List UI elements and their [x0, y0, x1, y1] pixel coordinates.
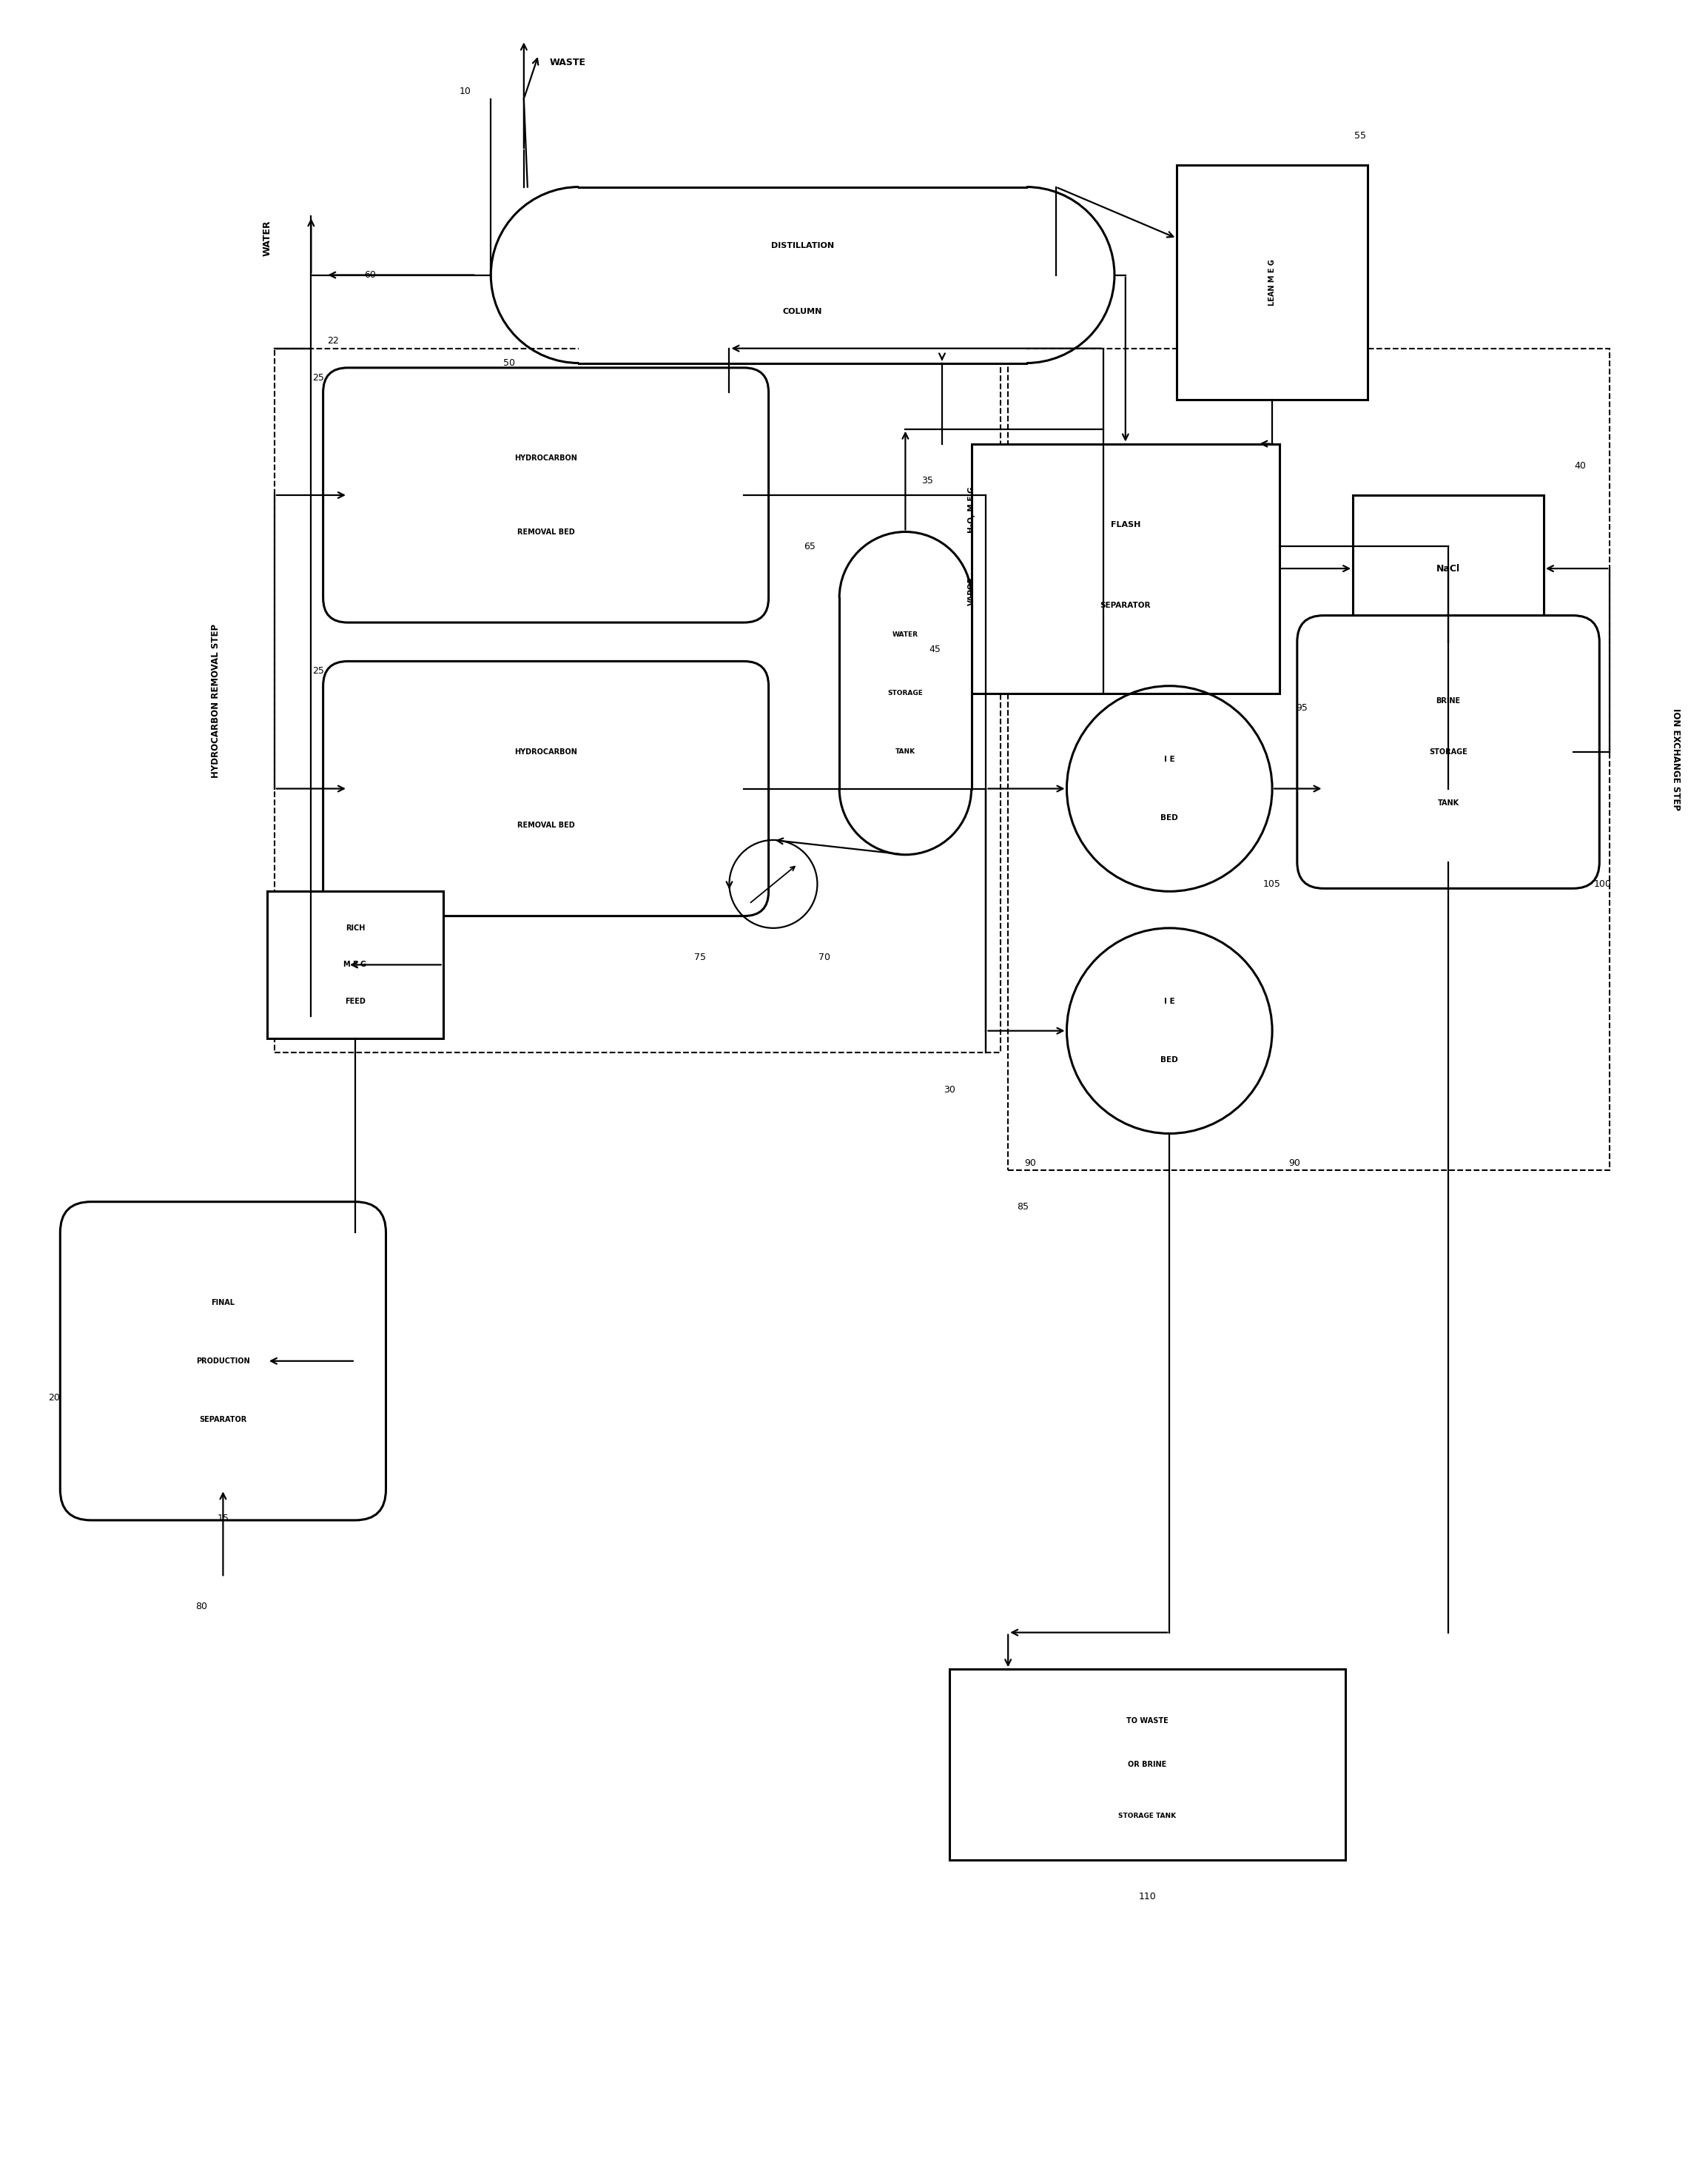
Text: 10: 10 — [459, 87, 471, 96]
FancyBboxPatch shape — [1296, 614, 1599, 889]
Text: WATER: WATER — [892, 632, 919, 638]
Text: ION EXCHANGE STEP: ION EXCHANGE STEP — [1670, 708, 1681, 811]
Text: 75: 75 — [693, 952, 705, 963]
Text: TANK: TANK — [1438, 800, 1459, 806]
Text: HYDROCARBON REMOVAL STEP: HYDROCARBON REMOVAL STEP — [210, 623, 220, 778]
Bar — [1177, 166, 1368, 399]
Text: STORAGE: STORAGE — [888, 691, 922, 697]
Text: REMOVAL BED: REMOVAL BED — [518, 527, 574, 536]
Text: 60: 60 — [364, 270, 376, 279]
Text: HYDROCARBON: HYDROCARBON — [514, 455, 577, 462]
Text: 35: 35 — [922, 475, 933, 486]
Text: 100: 100 — [1594, 880, 1611, 889]
Text: REMOVAL BED: REMOVAL BED — [518, 821, 574, 828]
Text: I E: I E — [1165, 998, 1175, 1005]
Text: STORAGE: STORAGE — [1430, 747, 1467, 756]
Text: STORAGE TANK: STORAGE TANK — [1119, 1813, 1177, 1819]
Text: COLUMN: COLUMN — [782, 307, 822, 316]
Text: WATER: WATER — [263, 220, 272, 257]
FancyBboxPatch shape — [323, 660, 769, 915]
Bar — [266, 891, 442, 1037]
Text: 110: 110 — [1139, 1891, 1156, 1902]
Text: HYDROCARBON: HYDROCARBON — [514, 747, 577, 756]
Text: 22: 22 — [328, 336, 338, 346]
Text: 90: 90 — [1288, 1157, 1300, 1168]
Text: BED: BED — [1161, 815, 1179, 821]
Text: PRODUCTION: PRODUCTION — [196, 1358, 249, 1364]
Text: I E: I E — [1165, 756, 1175, 763]
Text: 20: 20 — [48, 1392, 60, 1403]
Text: M E G: M E G — [343, 961, 367, 967]
Text: BRINE: BRINE — [1436, 697, 1460, 704]
Text: 55: 55 — [1354, 131, 1366, 139]
Bar — [972, 445, 1279, 693]
Text: 70: 70 — [818, 952, 830, 963]
Bar — [579, 187, 1027, 364]
Text: 45: 45 — [929, 645, 941, 654]
Text: 50: 50 — [504, 357, 516, 368]
Text: FEED: FEED — [345, 998, 366, 1005]
FancyBboxPatch shape — [60, 1203, 386, 1521]
Text: 30: 30 — [943, 1085, 955, 1094]
Bar — [275, 349, 1001, 1052]
Text: 65: 65 — [804, 543, 816, 551]
Bar — [839, 597, 972, 789]
Text: 105: 105 — [1264, 880, 1281, 889]
Text: 25: 25 — [313, 373, 325, 384]
Text: OR BRINE: OR BRINE — [1129, 1761, 1167, 1769]
Text: 25: 25 — [313, 667, 325, 675]
Bar — [1353, 495, 1544, 643]
Text: RICH: RICH — [345, 924, 366, 933]
Text: NaCl: NaCl — [1436, 564, 1460, 573]
Text: 90: 90 — [1025, 1157, 1037, 1168]
Text: H₂O, M E G: H₂O, M E G — [968, 486, 975, 534]
Text: WASTE: WASTE — [550, 57, 586, 68]
Text: 15: 15 — [217, 1514, 229, 1523]
Bar — [1008, 349, 1609, 1170]
Text: TANK: TANK — [895, 750, 915, 756]
Text: TO WASTE: TO WASTE — [1127, 1717, 1168, 1724]
Text: 80: 80 — [195, 1602, 207, 1612]
Text: SEPARATOR: SEPARATOR — [200, 1416, 248, 1423]
FancyBboxPatch shape — [323, 368, 769, 623]
Text: SEPARATOR: SEPARATOR — [1100, 601, 1151, 608]
Text: FINAL: FINAL — [212, 1299, 236, 1305]
Bar — [950, 1669, 1346, 1861]
Text: 85: 85 — [1016, 1203, 1028, 1212]
Text: 40: 40 — [1575, 462, 1587, 471]
Text: 95: 95 — [1296, 704, 1307, 713]
Text: BED: BED — [1161, 1057, 1179, 1063]
Text: VAPOR: VAPOR — [968, 575, 975, 606]
Text: LEAN M E G: LEAN M E G — [1269, 259, 1276, 305]
Text: FLASH: FLASH — [1110, 521, 1141, 527]
Text: DISTILLATION: DISTILLATION — [770, 242, 834, 248]
